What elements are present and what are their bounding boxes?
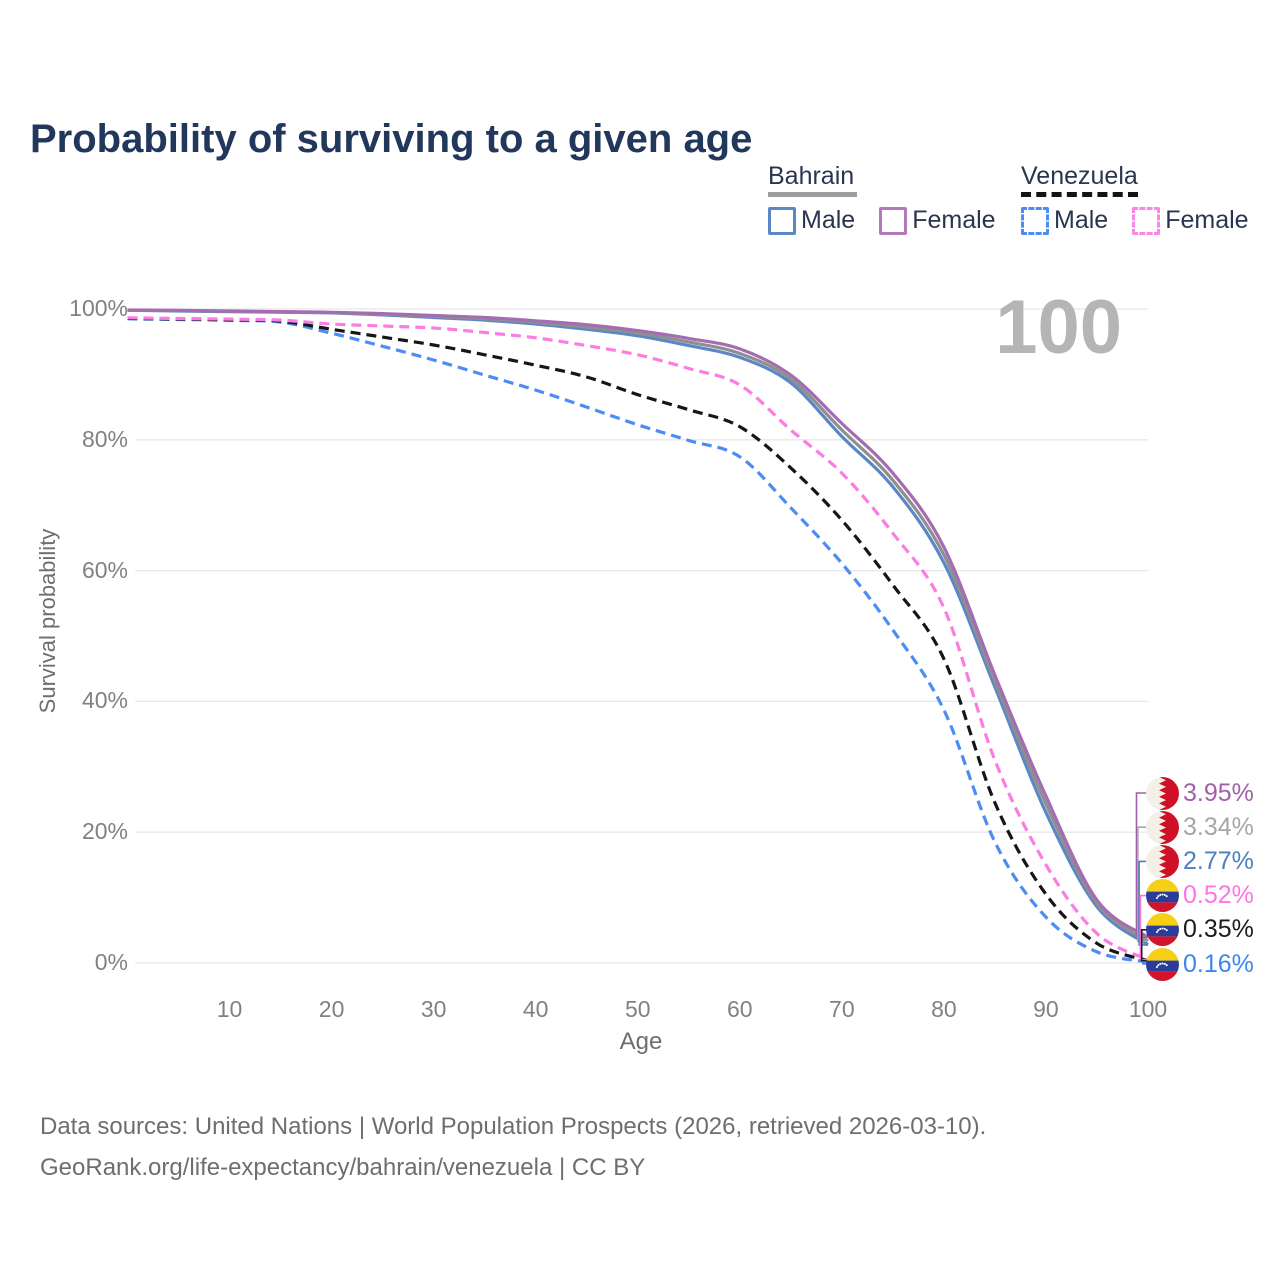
legend-item-bahrain-female[interactable]: Female [879,206,996,235]
venezuela-male-swatch-icon[interactable] [1021,206,1049,235]
curve-bahrain-male[interactable] [127,308,1149,947]
end-label-value-bahrain-male: 2.77% [1183,846,1254,875]
venezuela-flag-icon [1146,879,1179,913]
end-label-connector-venezuela-male [1142,961,1148,965]
end-label-connector-bahrain-both [1137,826,1148,942]
curve-bahrain-both[interactable] [127,308,1149,943]
curve-venezuela-male[interactable] [127,317,1149,964]
end-label-value-bahrain-female: 3.95% [1183,778,1254,807]
venezuela-flag-icon [1146,947,1179,981]
bahrain-female-swatch-icon[interactable] [879,206,908,235]
bahrain-flag-icon [1146,810,1179,844]
end-label-value-venezuela-both: 0.35% [1183,915,1254,944]
legend-item-bahrain-male[interactable]: Male [768,206,855,235]
legend-label-venezuela-male: Male [1054,206,1109,234]
end-label-value-venezuela-male: 0.16% [1183,949,1254,978]
bahrain-flag-icon [1146,776,1179,810]
y-axis-title: Survival probability [35,528,60,714]
legend-country-bahrain: Bahrain [768,162,855,190]
bahrain-line-sample [768,192,857,197]
y-tick-0: 0% [94,949,128,975]
attribution-line: GeoRank.org/life-expectancy/bahrain/vene… [40,1154,646,1181]
end-label-venezuela-both: 0.35% [1146,913,1254,947]
bahrain-male-swatch-icon[interactable] [768,206,796,235]
curve-bahrain-female[interactable] [127,308,1149,939]
x-tick-40: 40 [522,996,549,1022]
y-tick-60: 60% [81,556,128,583]
end-label-value-bahrain-both: 3.34% [1183,812,1254,841]
venezuela-line-sample [1021,192,1138,197]
y-tick-100: 100% [69,295,128,321]
venezuela-female-swatch-icon[interactable] [1132,206,1161,235]
y-tick-20: 20% [81,818,128,845]
x-tick-60: 60 [727,996,753,1022]
venezuela-flag-icon [1146,913,1179,947]
x-tick-20: 20 [318,996,345,1022]
x-tick-30: 30 [420,996,447,1022]
end-label-bahrain-female: 3.95% [1146,776,1254,810]
bahrain-flag-icon [1146,844,1179,878]
y-tick-80: 80% [81,425,128,452]
end-label-connector-venezuela-female [1139,894,1148,961]
end-label-connector-venezuela-both [1140,929,1148,962]
end-label-connector-bahrain-male [1138,860,1148,946]
legend-item-venezuela-female[interactable]: Female [1132,206,1249,235]
x-tick-100: 100 [1128,996,1168,1022]
x-tick-80: 80 [931,996,957,1022]
curve-venezuela-female[interactable] [127,316,1149,962]
current-age-watermark: 100 [995,285,1122,370]
page-title: Probability of surviving to a given age [30,116,753,161]
end-label-venezuela-female: 0.52% [1146,879,1254,913]
legend-label-bahrain-female: Female [912,206,996,234]
curve-venezuela-both[interactable] [127,316,1149,963]
end-label-bahrain-both: 3.34% [1146,810,1254,844]
x-tick-70: 70 [829,996,855,1022]
x-tick-50: 50 [624,996,651,1022]
x-tick-10: 10 [216,996,243,1022]
legend-country-venezuela: Venezuela [1021,162,1138,190]
y-tick-40: 40% [81,687,128,714]
x-axis-title: Age [619,1028,663,1055]
data-source-line: Data sources: United Nations | World Pop… [40,1113,987,1140]
legend-item-venezuela-male[interactable]: Male [1021,206,1108,235]
x-tick-90: 90 [1033,996,1059,1022]
end-label-venezuela-male: 0.16% [1146,947,1254,981]
legend-label-bahrain-male: Male [801,206,856,234]
legend-group-bahrain: Bahrain Male Female [768,163,1020,235]
legend-label-venezuela-female: Female [1165,206,1249,234]
end-label-bahrain-male: 2.77% [1146,844,1254,878]
end-label-value-venezuela-female: 0.52% [1183,881,1254,910]
legend-group-venezuela: Venezuela Male Female [1021,163,1273,235]
